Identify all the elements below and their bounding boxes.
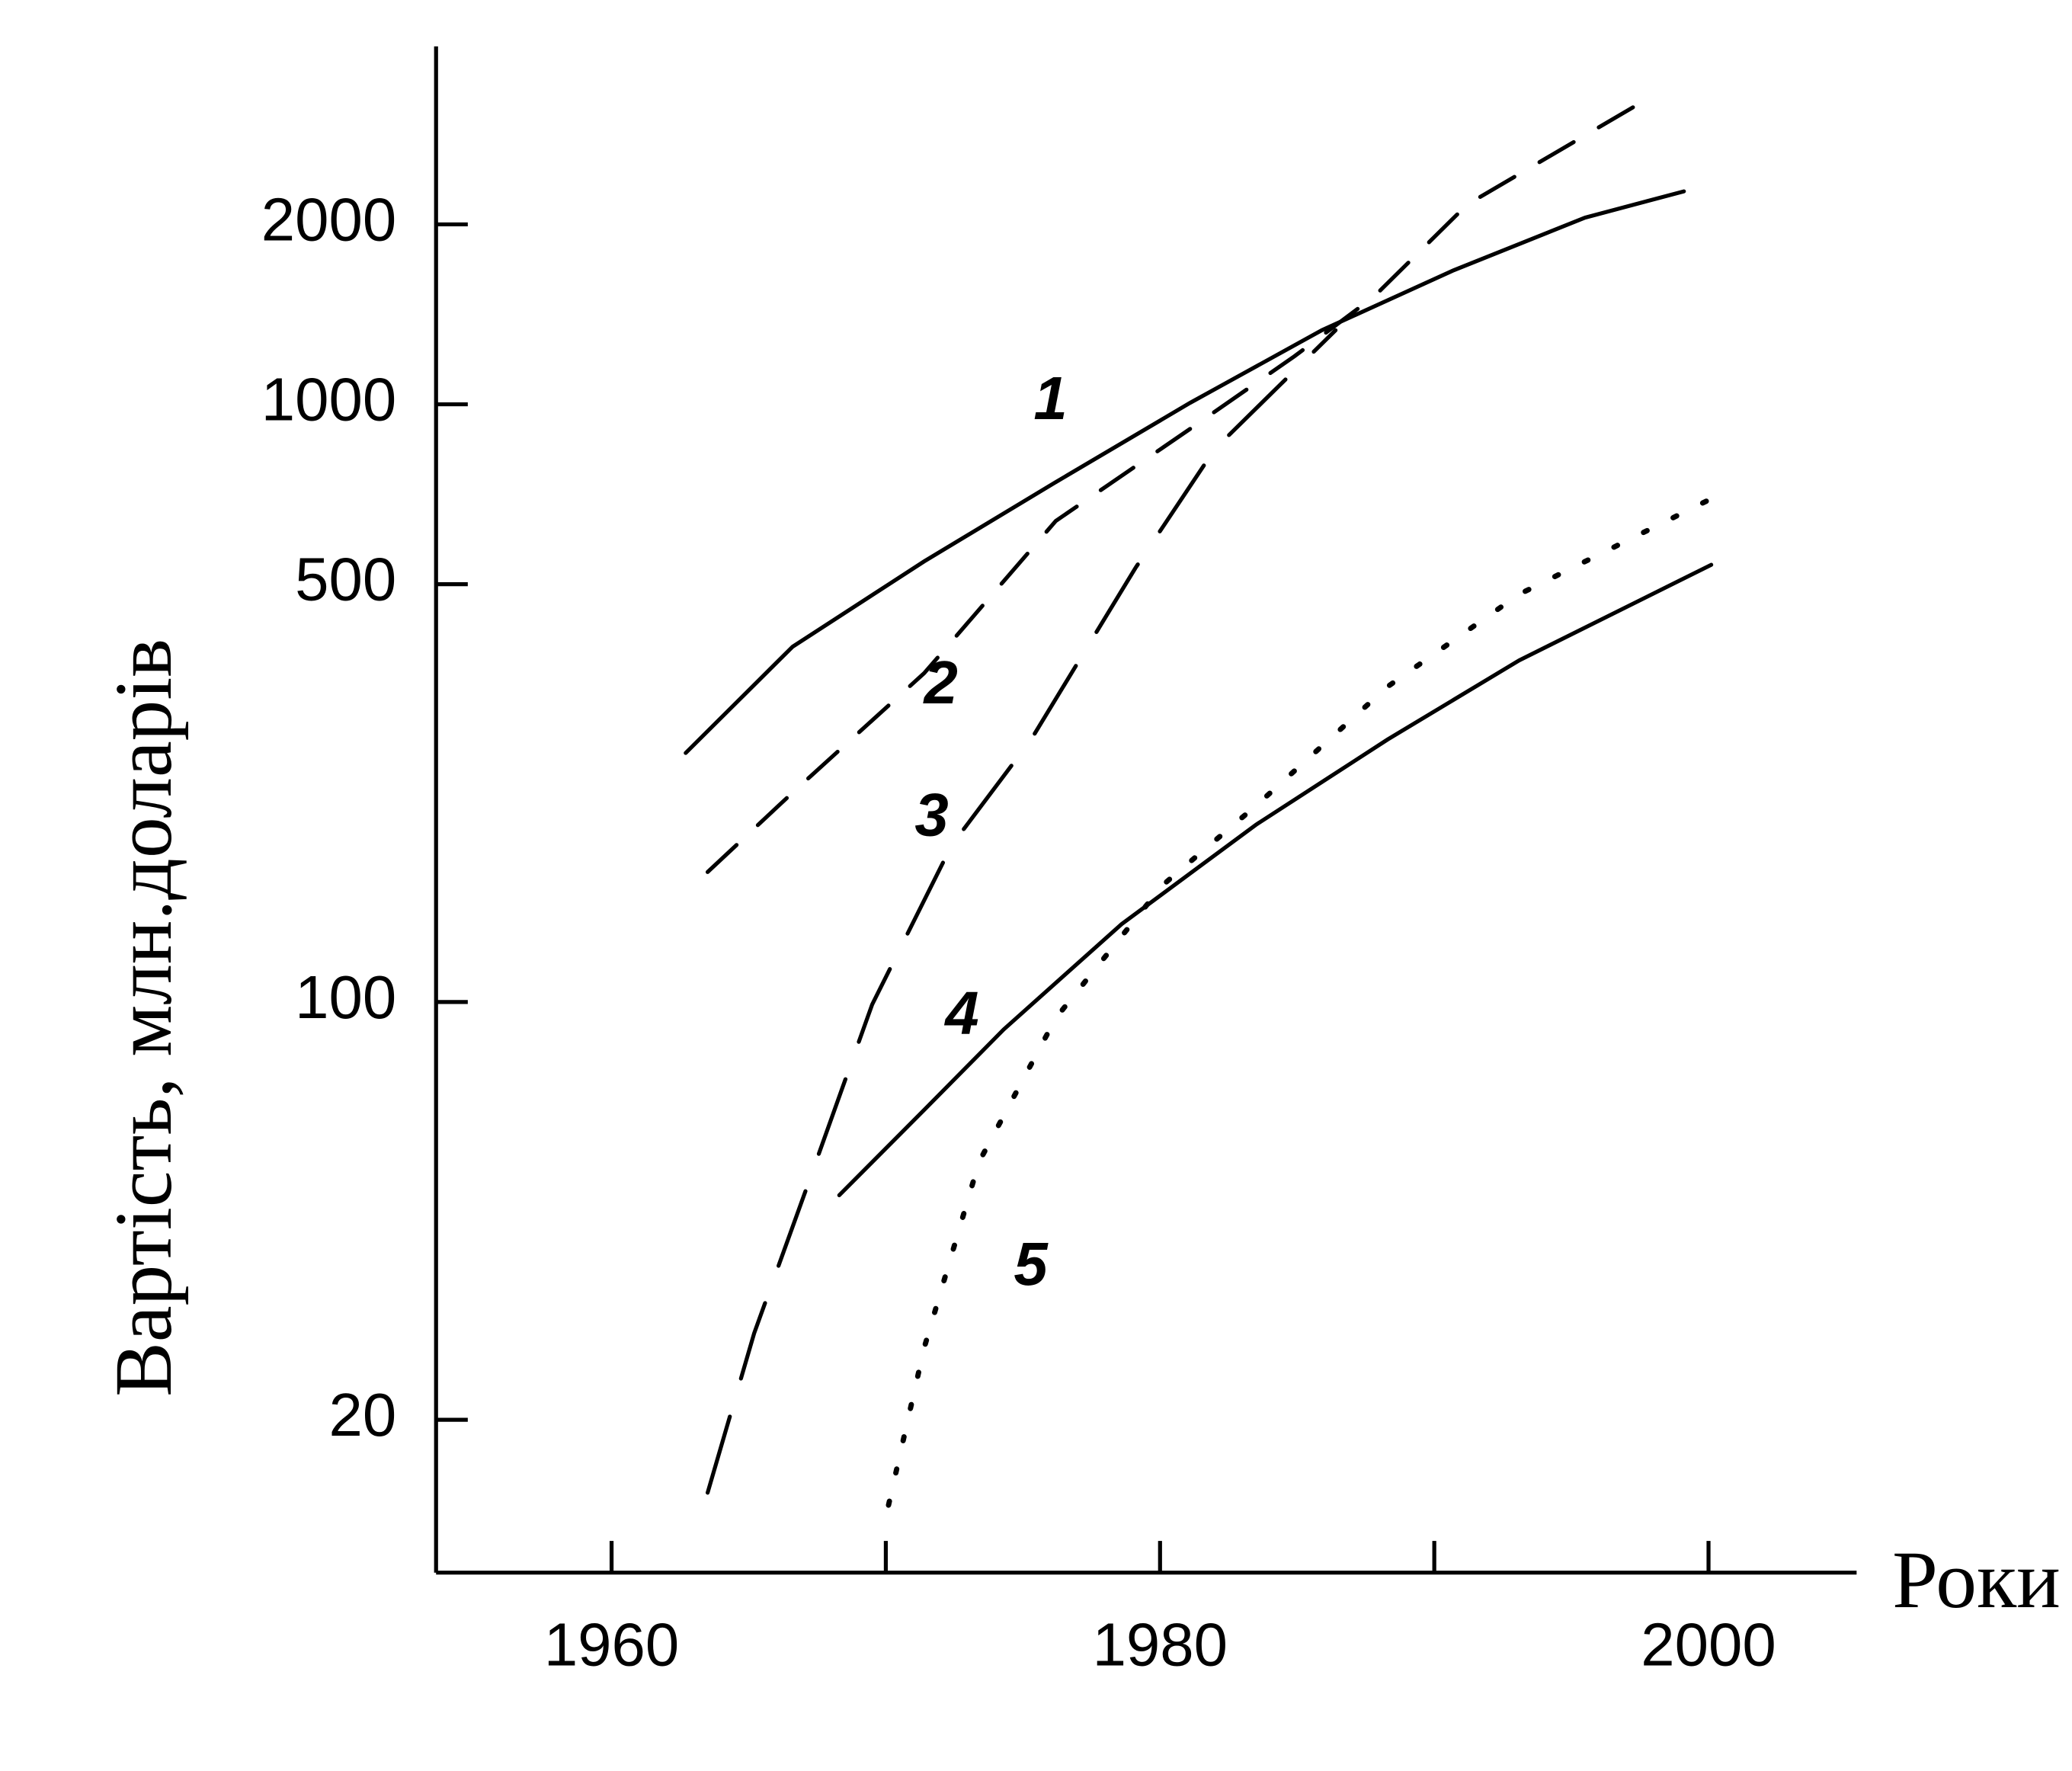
- y-axis-title: Вартість, млн.доларів: [98, 639, 189, 1397]
- y-tick-label: 2000: [261, 185, 396, 253]
- x-tick-label: 2000: [1641, 1610, 1776, 1678]
- series-line: [837, 562, 1714, 1198]
- x-axis-title: Роки: [1892, 1535, 2061, 1625]
- series-line: [885, 495, 1715, 1508]
- y-tick-label: 1000: [261, 366, 396, 434]
- series-line: [684, 189, 1686, 755]
- y-tick-label: 20: [328, 1381, 396, 1449]
- series-label: 2: [922, 649, 957, 716]
- series-label: 3: [914, 780, 948, 848]
- x-tick-label: 1960: [544, 1610, 679, 1678]
- series-line: [705, 328, 1338, 1495]
- series-label: 5: [1014, 1230, 1049, 1298]
- series-line: [705, 102, 1640, 874]
- y-tick-label: 500: [295, 546, 396, 613]
- y-tick-label: 100: [295, 963, 396, 1031]
- x-tick-label: 1980: [1093, 1610, 1228, 1678]
- series-label: 4: [943, 978, 978, 1046]
- series-label: 1: [1033, 364, 1067, 432]
